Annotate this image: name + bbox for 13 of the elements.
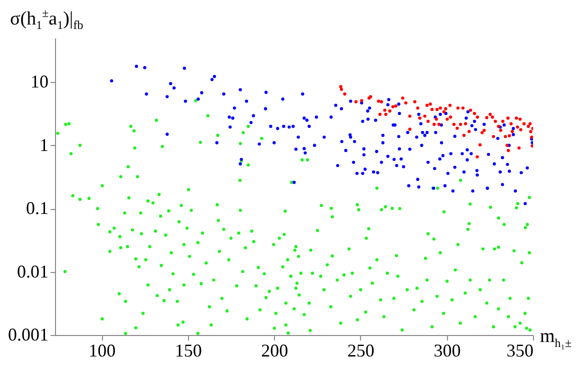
x-tick-label: 250 xyxy=(347,340,374,360)
y-tick-label: 0.001 xyxy=(8,324,48,344)
x-tick-label: 350 xyxy=(506,340,534,360)
x-tick-label: 200 xyxy=(261,340,288,360)
y-axis-title: σ(h$_{1}$$^{±}$a$_{1}$)|$_{fb}$ xyxy=(10,6,84,34)
x-axis-title: m$_{h₁±}$ xyxy=(540,326,572,351)
x-tick-label: 100 xyxy=(88,340,116,360)
x-tick-label: 300 xyxy=(434,340,461,360)
y-tick-label: 10 xyxy=(30,72,48,92)
y-tick-label: 0.1 xyxy=(26,198,48,218)
y-tick-label: 1 xyxy=(40,134,48,155)
y-tick-label: 0.01 xyxy=(17,261,48,282)
x-tick-label: 150 xyxy=(174,340,202,360)
